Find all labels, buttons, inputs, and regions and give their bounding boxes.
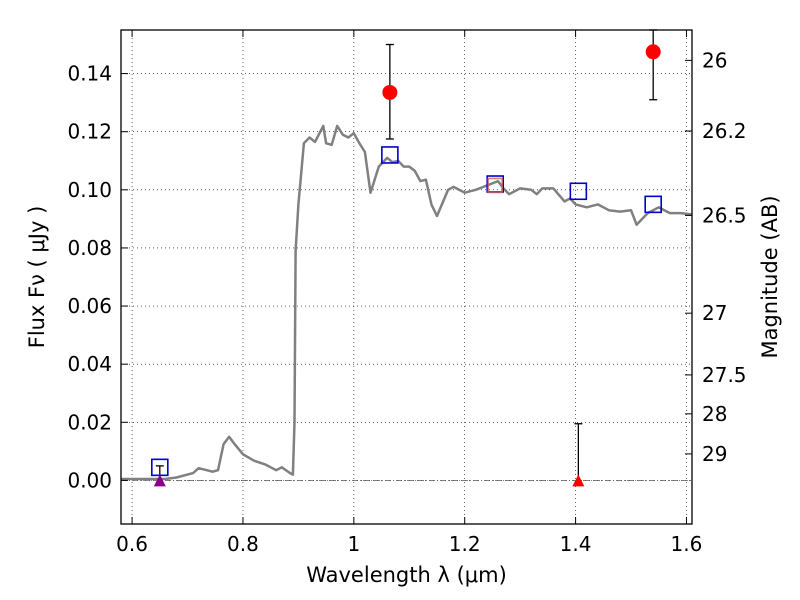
x-axis-title: Wavelength λ (μm): [306, 563, 507, 587]
x-tick-label: 1.2: [449, 532, 481, 556]
y2-tick-label: 26: [702, 48, 727, 72]
y2-tick-label: 26.5: [702, 203, 747, 227]
y2-tick-label: 26.2: [702, 119, 747, 143]
y2-tick-label: 27.5: [702, 363, 747, 387]
x-tick-label: 0.6: [116, 532, 148, 556]
y-tick-label: 0.14: [67, 62, 112, 86]
y2-tick-label: 28: [702, 402, 727, 426]
y-tick-label: 0.02: [67, 410, 112, 434]
x-tick-label: 1: [347, 532, 360, 556]
x-tick-label: 1.6: [671, 532, 703, 556]
y-tick-label: 0.12: [67, 120, 112, 144]
right-axis-title: Magnitude (AB): [758, 195, 782, 358]
y2-tick-label: 29: [702, 442, 727, 466]
detection-point: [645, 44, 661, 60]
y-tick-label: 0.04: [67, 352, 112, 376]
x-tick-label: 0.8: [227, 532, 259, 556]
y-tick-label: 0.10: [67, 178, 112, 202]
model-photometry-square: [381, 146, 399, 164]
model-photometry-square: [644, 195, 662, 214]
model-photometry-square: [569, 182, 588, 201]
upper-limit-triangle: [572, 474, 585, 487]
plot-frame: [120, 29, 693, 525]
y2-tick-label: 27: [702, 301, 727, 325]
y-axis-title: Flux Fν ( μJy ): [25, 206, 49, 349]
y-tick-label: 0.06: [67, 294, 112, 318]
x-tick-label: 1.4: [560, 532, 592, 556]
j-band-marker: [487, 177, 503, 194]
y-tick-label: 0.00: [67, 468, 112, 492]
upper-limit-triangle: [153, 474, 166, 487]
ticks: 0.6 0.8 1 1.2 1.4 1.6 0.00 0.02 0.04 0.06 0.08 0.10…: [67, 30, 747, 556]
y-tick-label: 0.08: [67, 236, 112, 260]
detection-point: [382, 84, 398, 100]
marker-layer: [151, 29, 662, 487]
